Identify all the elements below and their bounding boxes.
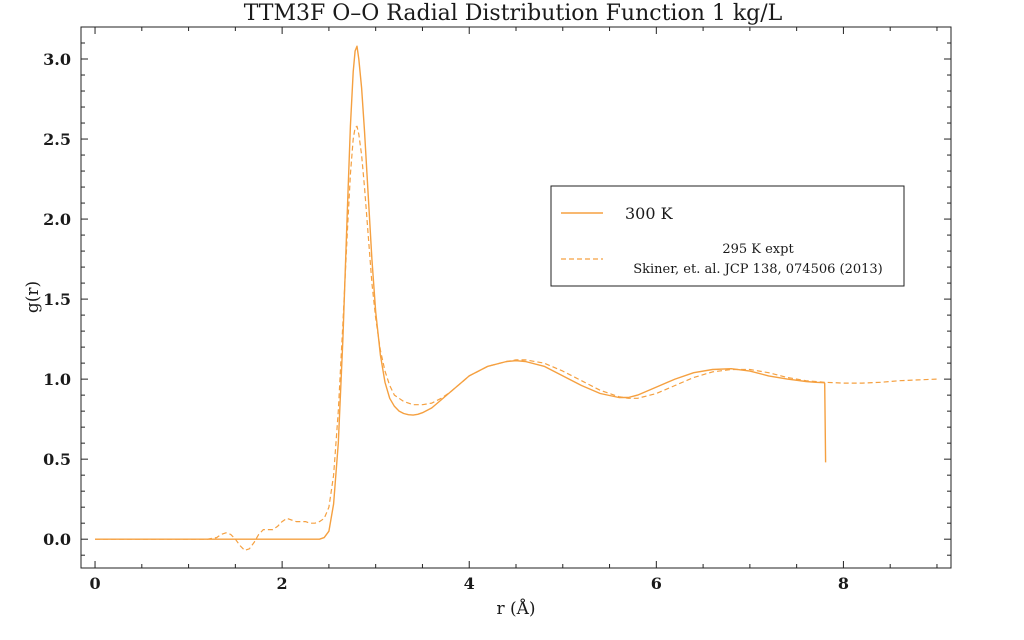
x-axis-label: r (Å): [496, 598, 535, 619]
legend: 300 K 295 K expt Skiner, et. al. JCP 138…: [550, 185, 905, 287]
x-tick-label: 0: [89, 574, 100, 593]
chart-title: TTM3F O–O Radial Distribution Function 1…: [244, 1, 783, 26]
y-tick-label: 3.0: [43, 50, 71, 69]
y-tick-label: 0.0: [43, 530, 71, 549]
x-tick-label: 6: [651, 574, 662, 593]
series-layer: [95, 45, 938, 552]
x-axis: 0 2 4 6 8: [89, 27, 938, 593]
y-axis-label: g(r): [23, 281, 43, 313]
legend-label-295k-line1: 295 K expt: [722, 242, 794, 257]
legend-box: [550, 185, 905, 287]
y-tick-label: 2.5: [43, 130, 71, 149]
series-300k-line: [95, 45, 827, 540]
series-295k-expt-line: [95, 125, 938, 552]
x-tick-label: 8: [838, 574, 849, 593]
y-tick-label: 0.5: [43, 450, 71, 469]
legend-label-295k-line2: Skiner, et. al. JCP 138, 074506 (2013): [633, 262, 883, 277]
y-tick-label: 1.5: [43, 290, 71, 309]
x-tick-label: 4: [464, 574, 475, 593]
legend-label-300k: 300 K: [625, 204, 674, 223]
y-tick-label: 2.0: [43, 210, 71, 229]
plot-area: [80, 26, 952, 569]
plot-frame: [80, 26, 952, 569]
y-tick-label: 1.0: [43, 370, 71, 389]
x-tick-label: 2: [277, 574, 288, 593]
y-axis: 0.0 0.5 1.0 1.5 2.0 2.5 3.0: [43, 42, 951, 556]
